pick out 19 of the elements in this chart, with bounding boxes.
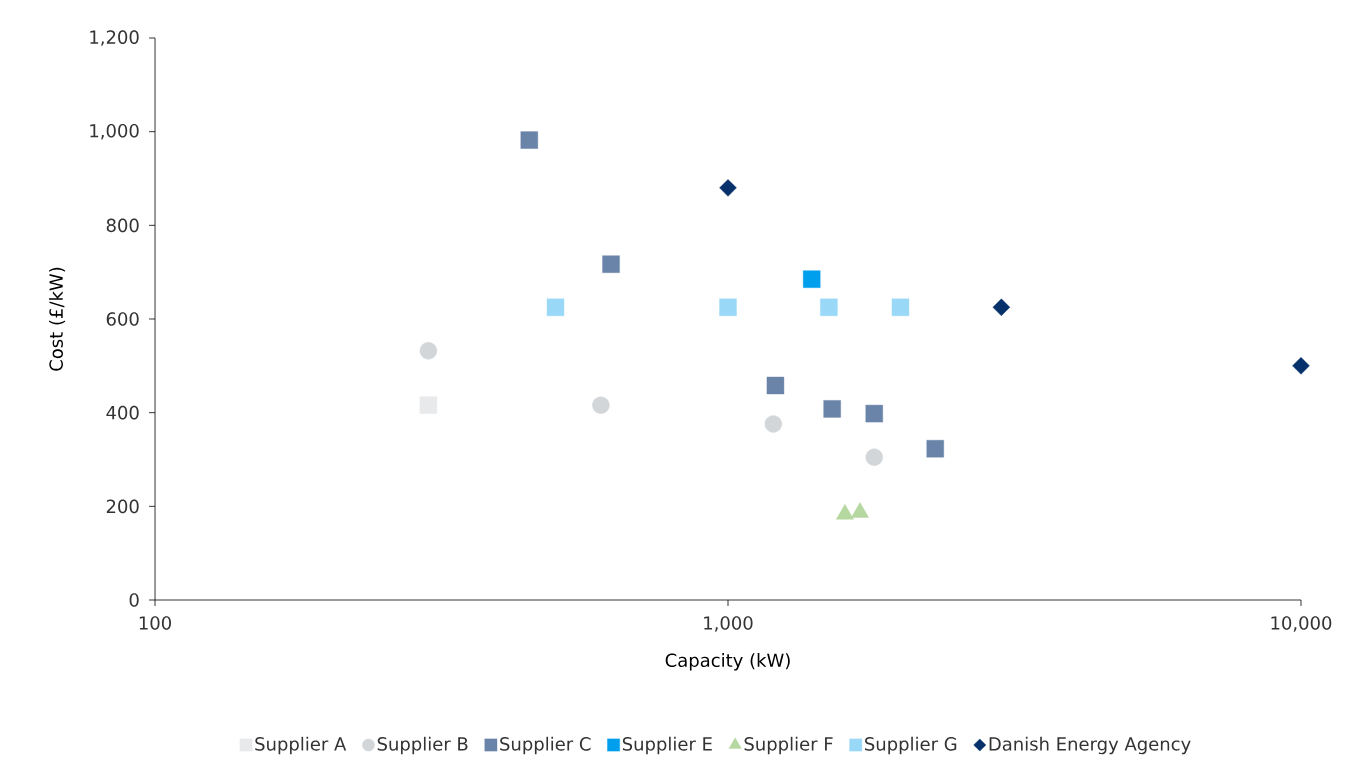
y-tick-label: 800	[106, 218, 139, 233]
legend-label: Danish Energy Agency	[989, 736, 1191, 755]
x-tick-label: 100	[139, 616, 171, 630]
legend-label: Supplier F	[744, 736, 833, 755]
x-axis-title: Capacity (kW)	[665, 653, 790, 671]
x-tick-label: 1,000	[704, 616, 753, 632]
legend-label: Supplier B	[377, 736, 468, 755]
legend-label: Supplier A	[255, 736, 347, 755]
y-axis-title: Cost (£/kW)	[49, 267, 66, 371]
y-tick-label: 200	[106, 499, 139, 514]
legend-label: Supplier G	[865, 736, 957, 755]
legend-label: Supplier E	[622, 736, 712, 755]
y-tick-label: 0	[129, 593, 139, 607]
x-tick-label: 10,000	[1271, 616, 1332, 632]
y-tick-label: 1,200	[90, 30, 139, 46]
y-tick-label: 400	[106, 405, 139, 420]
legend-label: Supplier C	[500, 736, 591, 755]
y-tick-label: 1,000	[90, 123, 139, 140]
y-tick-label: 600	[106, 312, 139, 326]
